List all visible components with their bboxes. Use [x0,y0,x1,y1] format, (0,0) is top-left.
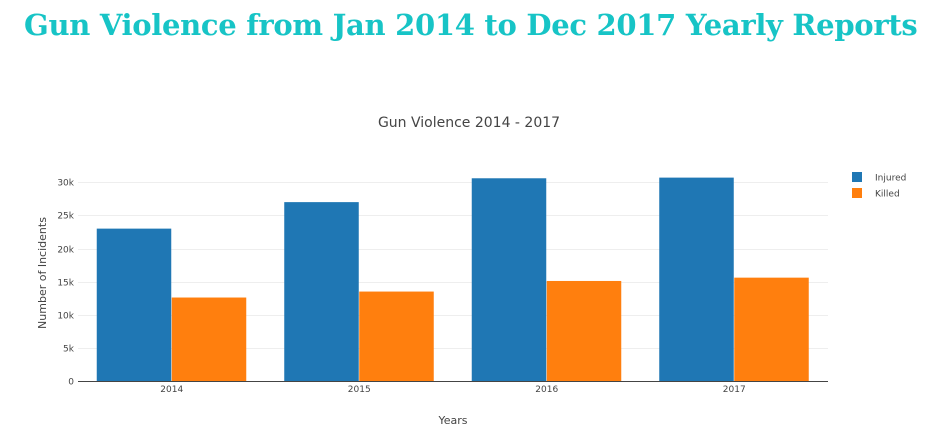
y-tick-label: 5k [63,345,75,355]
y-tick-label: 15k [57,279,74,289]
y-axis-title: Number of Incidents [36,217,49,329]
x-tick-label: 2015 [348,385,371,395]
y-tick-labels: 0 5k 10k 15k 20k 25k 30k [57,179,74,388]
y-tick-label: 30k [57,179,74,189]
y-tick-label: 25k [57,212,74,222]
bar-killed-2017[interactable] [734,277,809,381]
x-tick-label: 2014 [160,385,183,395]
legend-swatch-killed[interactable] [852,188,862,198]
legend-swatch-injured[interactable] [852,172,862,182]
bar-injured-2014[interactable] [96,228,172,381]
y-tick-label: 0 [68,378,74,388]
x-tick-labels: 2014 2015 2016 2017 [160,385,745,395]
legend-label-injured[interactable]: Injured [875,174,906,184]
page-heading: Gun Violence from Jan 2014 to Dec 2017 Y… [24,8,918,42]
bars [96,177,809,381]
chart-title: Gun Violence 2014 - 2017 [378,115,560,131]
x-tick-label: 2017 [723,385,746,395]
legend-label-killed[interactable]: Killed [875,190,900,200]
bar-injured-2016[interactable] [471,178,547,381]
legend: Injured Killed [852,172,906,200]
x-tick-label: 2016 [535,385,558,395]
bar-injured-2015[interactable] [284,202,359,381]
y-tick-label: 20k [57,246,74,256]
bar-injured-2017[interactable] [659,177,734,381]
bar-killed-2014[interactable] [171,297,247,381]
bar-killed-2015[interactable] [359,291,434,381]
y-tick-label: 10k [57,312,74,322]
bar-killed-2016[interactable] [546,280,622,381]
x-axis-title: Years [437,414,467,427]
